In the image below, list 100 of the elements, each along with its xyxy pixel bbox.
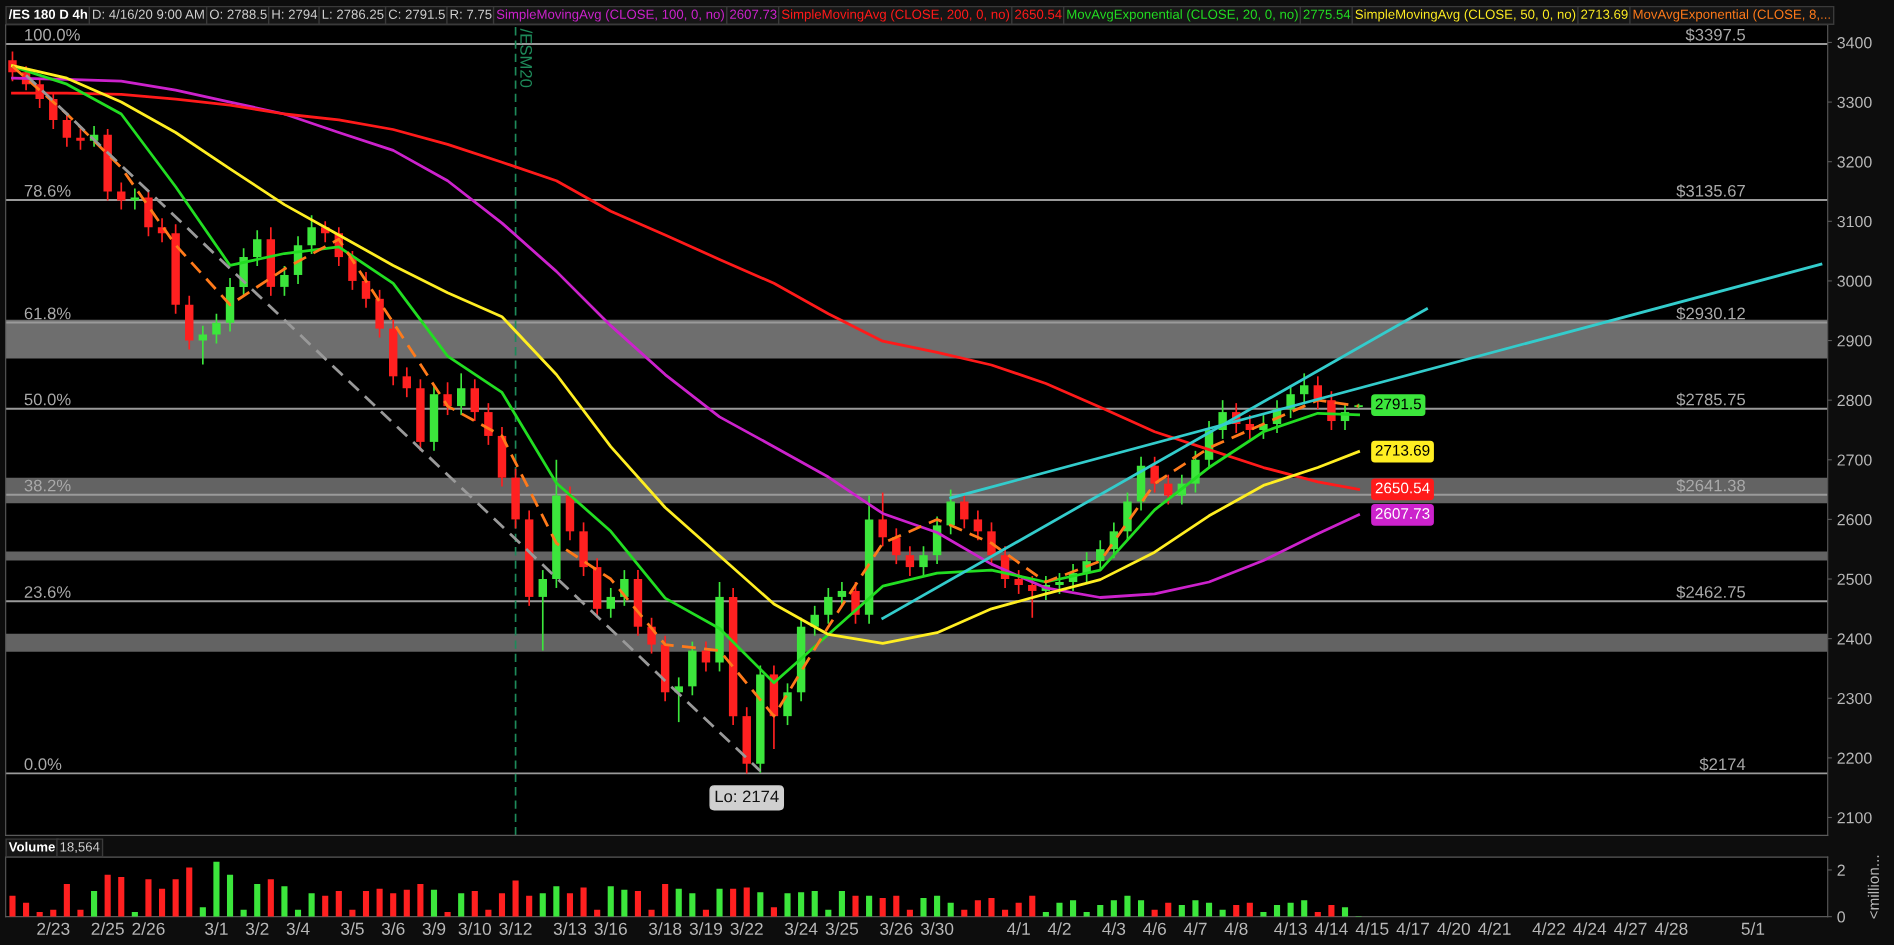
bar xyxy=(1301,900,1308,917)
x-tick-label: 3/5 xyxy=(341,922,364,935)
x-tick-label: 4/24 xyxy=(1573,922,1607,935)
text: C: 2791.5 xyxy=(388,9,445,19)
text: R: 7.75 xyxy=(450,9,492,19)
x-tick-label: 4/17 xyxy=(1396,922,1430,935)
x-tick-label: 4/21 xyxy=(1478,922,1511,935)
bar xyxy=(512,880,519,917)
candlestick xyxy=(892,527,901,565)
bar xyxy=(1124,895,1131,917)
bar xyxy=(281,886,288,917)
x-tick-label: 3/22 xyxy=(730,922,763,935)
bar xyxy=(566,893,574,917)
bar xyxy=(118,876,125,917)
bar xyxy=(689,893,696,917)
candlestick xyxy=(361,271,371,309)
bar xyxy=(648,909,655,917)
bar xyxy=(417,883,424,917)
annotation: 38.2% xyxy=(24,479,71,492)
annotation: 23.6% xyxy=(24,586,71,598)
ref-line-label: $2462.75 xyxy=(1676,585,1746,599)
y-tick-label: 2800 xyxy=(1837,394,1872,407)
x-tick-label: 3/6 xyxy=(381,922,405,935)
x-tick-label: 3/1 xyxy=(205,922,228,935)
text: D: 4/16/20 9:00 AM xyxy=(93,9,204,19)
annotation: 0.0% xyxy=(24,758,62,771)
candlestick xyxy=(878,491,887,548)
candlestick xyxy=(824,587,833,625)
candlestick xyxy=(1055,572,1064,595)
bar xyxy=(23,902,30,917)
bar xyxy=(104,874,111,917)
x-tick-label: 4/27 xyxy=(1614,922,1647,935)
bar xyxy=(254,883,261,917)
bar xyxy=(1287,902,1294,917)
ref-line-label: $2641.38 xyxy=(1676,478,1745,493)
candlestick xyxy=(1300,372,1309,404)
bar xyxy=(458,893,465,917)
bar xyxy=(1070,900,1077,917)
candlestick xyxy=(919,545,928,577)
candlestick xyxy=(62,113,72,148)
bar xyxy=(539,893,546,917)
bar xyxy=(580,887,587,917)
bar xyxy=(1015,902,1022,917)
text: O: 2788.5 xyxy=(209,9,267,19)
y-tick-label: 2200 xyxy=(1837,752,1872,764)
bar xyxy=(199,907,206,917)
bar xyxy=(376,888,383,917)
bar xyxy=(621,889,628,917)
bar xyxy=(553,886,560,917)
bar xyxy=(186,867,193,917)
bar xyxy=(920,897,927,917)
bar xyxy=(1137,900,1145,917)
candlestick xyxy=(470,378,479,422)
bar xyxy=(1192,900,1199,917)
candlestick xyxy=(1014,569,1023,595)
bar xyxy=(1246,902,1253,917)
candlestick xyxy=(76,128,85,151)
bar xyxy=(403,889,410,917)
x-tick-label: 4/8 xyxy=(1224,922,1248,935)
bar xyxy=(213,861,220,917)
candlestick xyxy=(307,214,316,255)
text: 2713.69 xyxy=(1581,9,1628,19)
y-tick-label: 2 xyxy=(1837,864,1845,876)
bar xyxy=(607,886,614,917)
bar xyxy=(498,893,506,917)
candlestick xyxy=(443,381,452,416)
bar xyxy=(1205,902,1213,917)
bar xyxy=(974,900,981,917)
x-tick-label: 4/3 xyxy=(1102,922,1126,935)
bar xyxy=(63,883,70,917)
candlestick xyxy=(253,229,262,267)
bar xyxy=(947,902,954,917)
bar xyxy=(91,890,98,917)
candlestick xyxy=(1028,575,1037,619)
x-tick-label: 4/28 xyxy=(1654,922,1688,935)
candlestick xyxy=(1164,473,1173,506)
y-tick-label: 2400 xyxy=(1837,633,1872,645)
bar xyxy=(226,874,234,917)
bar xyxy=(158,888,166,917)
candlestick xyxy=(484,402,493,446)
x-tick-label: 4/22 xyxy=(1532,922,1565,935)
bar xyxy=(784,893,791,917)
x-tick-label: 2/25 xyxy=(91,922,124,935)
y-tick-label: 3400 xyxy=(1837,37,1872,49)
x-tick-label: 3/9 xyxy=(422,922,446,935)
y-tick-label: 2100 xyxy=(1837,812,1872,824)
bar xyxy=(675,888,682,917)
bar xyxy=(1273,904,1281,917)
text: MovAvgExponential (CLOSE, 20, 0, no) xyxy=(1067,9,1298,22)
text: SimpleMovingAvg (CLOSE, 200, 0, no) xyxy=(781,9,1010,22)
bar xyxy=(811,890,818,917)
candlestick xyxy=(538,569,547,652)
bar xyxy=(526,895,533,917)
x-tick-label: 4/14 xyxy=(1314,922,1348,935)
candlestick xyxy=(783,682,792,726)
candlestick xyxy=(198,324,208,366)
x-tick-label: 3/18 xyxy=(648,922,682,935)
chart-title: /ES 180 D 4h xyxy=(8,9,88,20)
text: L: 2786.25 xyxy=(322,9,384,19)
bar xyxy=(362,890,370,917)
